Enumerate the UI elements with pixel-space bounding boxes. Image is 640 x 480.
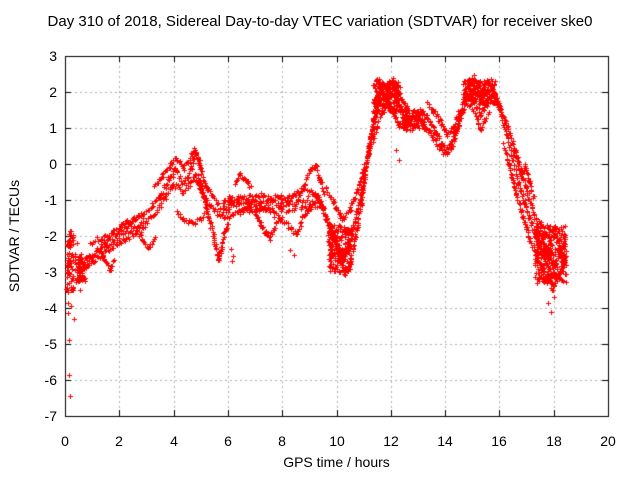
x-tick-label: 4 [170, 433, 178, 449]
x-tick-label: 10 [329, 433, 345, 449]
y-tick-label: -5 [44, 336, 57, 352]
y-tick-label: 0 [49, 156, 57, 172]
x-tick-label: 6 [224, 433, 232, 449]
x-axis-title: GPS time / hours [283, 454, 390, 470]
x-tick-label: 12 [383, 433, 399, 449]
y-tick-label: -2 [44, 228, 57, 244]
x-tick-label: 14 [437, 433, 453, 449]
y-tick-label: -3 [44, 264, 57, 280]
x-tick-label: 8 [278, 433, 286, 449]
y-tick-label: -6 [44, 372, 57, 388]
y-tick-label: 1 [49, 120, 57, 136]
y-tick-label: -1 [44, 192, 57, 208]
x-tick-label: 18 [546, 433, 562, 449]
y-tick-label: -4 [44, 300, 57, 316]
y-tick-label: 2 [49, 84, 57, 100]
x-tick-label: 20 [600, 433, 616, 449]
y-tick-label: 3 [49, 48, 57, 64]
chart-title: Day 310 of 2018, Sidereal Day-to-day VTE… [47, 13, 593, 30]
x-tick-label: 16 [491, 433, 507, 449]
y-tick-label: -7 [44, 408, 57, 424]
x-tick-label: 2 [115, 433, 123, 449]
x-tick-label: 0 [61, 433, 69, 449]
